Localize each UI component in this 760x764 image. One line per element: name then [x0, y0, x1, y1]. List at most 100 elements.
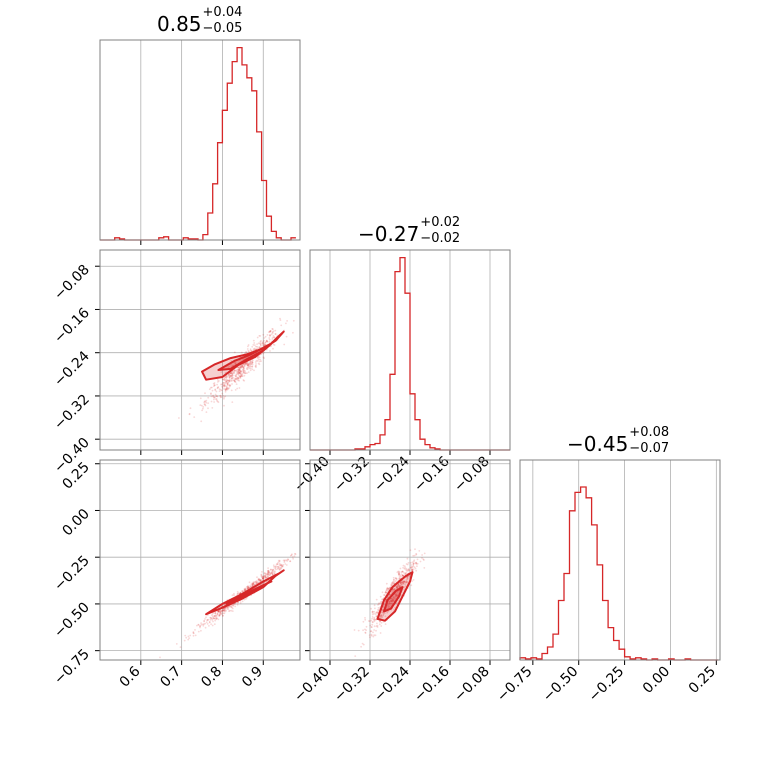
pair-1-2-sample-point [258, 356, 261, 359]
pair-1-3-sample-point [272, 569, 275, 571]
pair-1-3-sample-point [189, 634, 192, 637]
pair-2-3-sample-point [402, 575, 404, 577]
pair-1-3-sample-point [262, 577, 265, 580]
pair-1-2-sample-point [226, 387, 229, 389]
pair-1-3-sample-point [194, 634, 197, 637]
pair-1-2-sample-point [226, 388, 228, 390]
pair-2-3-contour-1 [376, 571, 414, 622]
pair-1-3-sample-point [218, 614, 221, 617]
pair-1-2-sample-point [242, 366, 244, 369]
pair-1-2-sample-point [212, 394, 215, 397]
diag-3-bin [619, 649, 625, 660]
pair-1-3-sample-point [209, 618, 212, 621]
pair-1-2-sample-point [227, 374, 230, 377]
pair-1-2-sample-point [233, 369, 236, 372]
pair-1-2-sample-point [254, 365, 257, 367]
pair-1-3-sample-point [274, 567, 276, 570]
pair-2-3-sample-point [410, 566, 413, 568]
pair-2-3-sample-point [379, 620, 381, 623]
pair-2-3-sample-point [393, 588, 396, 590]
pair-1-2-sample-point [224, 389, 227, 391]
pair-1-3-sample-point [272, 573, 274, 575]
pair-1-3-sample-point [278, 562, 281, 565]
pair-1-2-sample-point [242, 358, 244, 361]
pair-2-3-sample-point [393, 596, 395, 599]
pair-1-2-sample-point [259, 358, 262, 361]
pair-1-2-sample-point [207, 402, 210, 404]
pair-1-2-sample-point [270, 345, 272, 348]
pair-1-3-sample-point [270, 571, 273, 574]
pair-2-3-sample-point [383, 603, 386, 605]
pair-1-3-sample-point [244, 587, 247, 590]
pair-1-3-sample-point [216, 613, 219, 616]
pair-1-3-sample-point [267, 571, 270, 574]
pair-1-3-sample-point [259, 579, 262, 582]
pair-1-3-sample-point [215, 618, 218, 620]
pair-1-2-sample-point [241, 364, 244, 367]
pair-1-2-sample-point [238, 371, 241, 374]
pair-2-3-sample-point [373, 617, 376, 620]
pair-1-2-sample-point [220, 371, 223, 373]
pair-1-2-sample-point [244, 363, 247, 366]
pair-1-3-sample-point [237, 592, 240, 594]
pair-2-3-sample-point [400, 573, 403, 576]
pair-1-2-sample-point [238, 374, 240, 377]
pair-1-2-sample-point [251, 362, 254, 365]
pair-1-2-sample-point [242, 366, 245, 369]
pair-1-2-sample-point [256, 336, 259, 339]
pair-1-2-sample-point [251, 363, 254, 366]
pair-1-2-sample-point [247, 362, 249, 365]
pair-1-3-sample-point [276, 565, 279, 568]
pair-1-2-sample-point [208, 388, 211, 391]
pair-1-2-sample-point [188, 413, 191, 416]
pair-1-3-sample-point [211, 613, 214, 615]
pair-1-2-sample-point [268, 334, 271, 337]
pair-1-3-sample-point [291, 553, 293, 556]
pair-1-2-sample-point [223, 385, 225, 387]
pair-2-3-sample-point [411, 568, 413, 571]
pair-1-2-sample-point [222, 383, 225, 386]
pair-1-3-sample-point [277, 565, 280, 568]
diag-1-bin [271, 231, 276, 240]
pair-1-2-sample-point [246, 362, 248, 365]
diag-1-bin [208, 213, 213, 240]
pair-2-3-sample-point [380, 621, 383, 624]
pair-2-3-sample-point [396, 571, 399, 574]
pair-2-3-sample-point [364, 617, 366, 619]
pair-1-3-sample-point [267, 570, 270, 572]
pair-1-2-sample-point [272, 347, 274, 350]
pair-1-3-sample-point [278, 567, 281, 570]
pair-2-3-sample-point [391, 582, 394, 585]
pair-1-3-sample-point [208, 621, 211, 623]
pair-1-3-sample-point [192, 631, 195, 633]
pair-2-3-sample-point [377, 608, 379, 611]
pair-1-2-sample-point [263, 351, 265, 354]
pair-1-2-sample-point [240, 351, 243, 354]
pair-1-2-sample-point [263, 357, 265, 360]
diag-2-bin [415, 420, 420, 450]
pair-1-3-sample-point [292, 557, 294, 560]
pair-1-2-sample-point [223, 385, 226, 388]
pair-1-2-sample-point [234, 378, 237, 381]
pair-1-2-sample-point [229, 376, 231, 378]
pair-1-2-sample-point [225, 387, 228, 390]
pair-1-2-sample-point [248, 363, 251, 365]
pair-1-2-sample-point [247, 344, 250, 346]
pair-1-2-sample-point [210, 395, 213, 398]
pair-2-3-sample-point [372, 621, 374, 623]
pair-2-3-sample-point [404, 581, 407, 584]
pair-1-3-sample-point [204, 618, 206, 620]
pair-1-2-sample-point [231, 377, 234, 380]
pair-2-3-sample-point [402, 580, 405, 583]
pair-2-3-sample-point [392, 576, 395, 579]
diag-1-bin [213, 184, 218, 240]
pair-1-3-sample-point [217, 610, 220, 612]
pair-1-2-sample-point [228, 376, 231, 378]
pair-1-2-sample-point [237, 369, 240, 371]
pair-2-3-sample-point [406, 577, 409, 580]
pair-2-3-sample-point [400, 583, 403, 586]
pair-1-2-sample-point [240, 366, 243, 369]
pair-2-3-sample-point [374, 618, 377, 621]
pair-2-3-sample-point [407, 562, 410, 564]
pair-2-3-sample-point [404, 583, 407, 586]
